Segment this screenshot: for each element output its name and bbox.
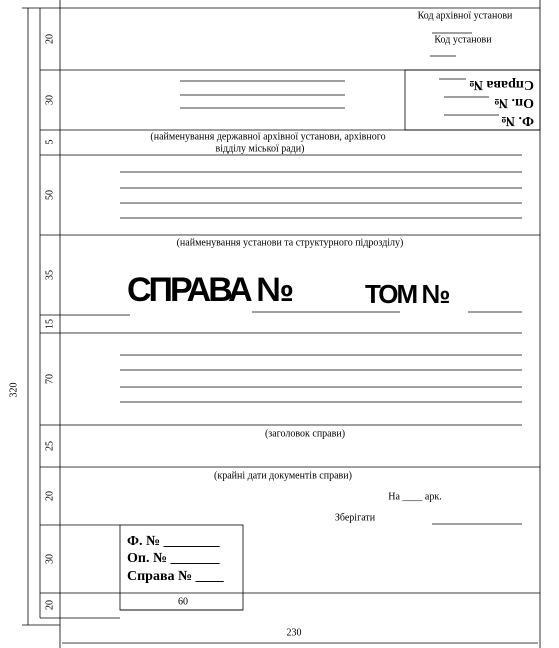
dimension: 5 [44,140,55,145]
fund: Ф. № ________ [127,534,221,549]
archive-code: Код архівної установи [418,10,513,21]
dimension: 230 [287,627,302,638]
dimension: 70 [44,374,55,384]
dimension: 30 [44,554,55,564]
dimension: 25 [44,441,55,451]
caption: (крайні дати документів справи) [214,470,352,481]
dimension: 20 [44,34,55,44]
inventory: Оп. № [494,95,534,110]
sheets: На ____ арк. [388,491,441,502]
dimension: 320 [8,383,19,398]
dimension: 50 [44,190,55,200]
dimension: 35 [44,270,55,280]
institution-code: Код установи [434,34,492,45]
dimension: 30 [44,95,55,105]
file: Справа № ____ [127,569,225,584]
dimension: 20 [44,491,55,501]
keep: Зберігати [335,512,376,523]
caption: (найменування установи та структурного п… [177,237,404,248]
caption: (заголовок справи) [265,428,345,439]
volume-heading: ТОМ № [365,279,449,309]
corner-box: Ф. № Оп. № Справа № [439,77,534,128]
file-heading: СПРАВА № [127,271,292,309]
dimension: 15 [44,319,55,329]
dimension: 20 [44,600,55,610]
file: Справа № [469,77,534,92]
frame [22,0,541,648]
dimension: 60 [178,596,188,607]
fund: Ф. № [501,113,534,128]
caption: відділу міської ради) [216,143,305,154]
row-dimensions: 20 30 5 50 35 15 70 25 20 30 20 [44,34,55,610]
inventory: Оп. № _______ [127,551,221,566]
caption: (найменування державної архівної установ… [150,131,385,142]
